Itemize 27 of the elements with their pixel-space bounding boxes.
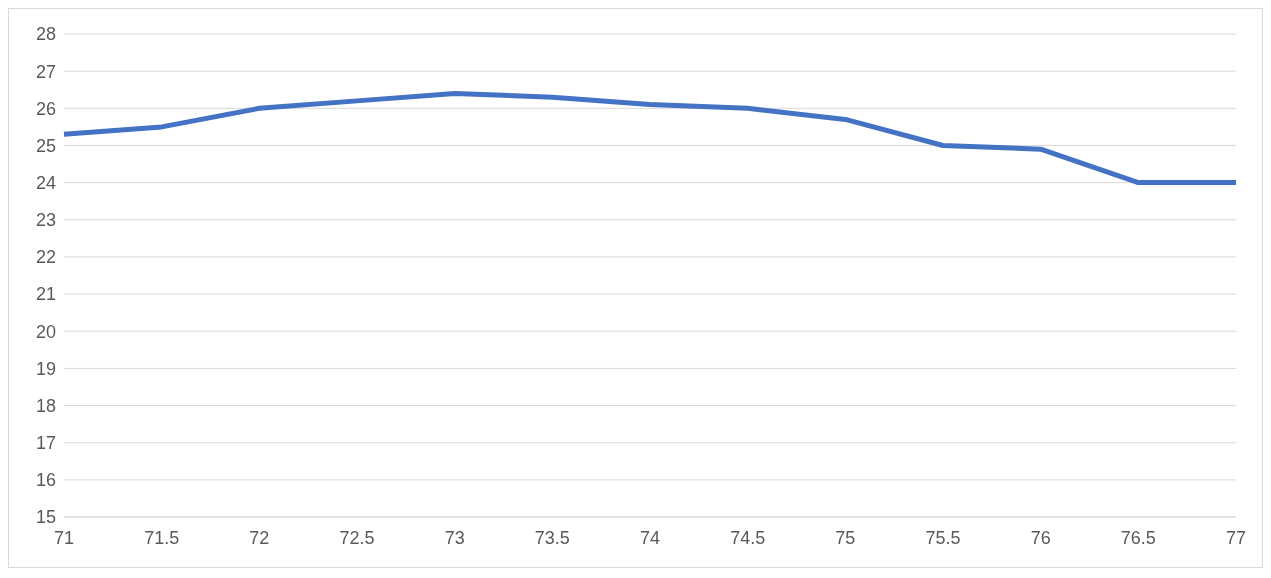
x-tick-label: 76 <box>1030 527 1051 548</box>
y-tick-label: 18 <box>35 395 56 416</box>
y-tick-label: 21 <box>35 284 56 305</box>
x-tick-label: 76.5 <box>1120 527 1156 548</box>
y-tick-label: 19 <box>35 358 56 379</box>
y-tick-label: 25 <box>35 135 56 156</box>
y-tick-label: 16 <box>35 470 56 491</box>
y-tick-label: 15 <box>35 507 56 528</box>
y-tick-label: 23 <box>35 210 56 231</box>
x-tick-label: 71 <box>53 527 75 548</box>
x-tick-label: 75 <box>835 527 856 548</box>
y-tick-label: 17 <box>35 433 56 454</box>
x-tick-label: 77 <box>1225 527 1247 548</box>
y-tick-label: 24 <box>35 173 56 194</box>
y-tick-label: 20 <box>35 321 56 342</box>
x-tick-label: 73 <box>444 527 465 548</box>
y-tick-label: 26 <box>35 98 56 119</box>
x-tick-label: 75.5 <box>925 527 961 548</box>
y-tick-label: 27 <box>35 61 56 82</box>
x-tick-label: 72.5 <box>339 527 375 548</box>
x-tick-label: 74 <box>639 527 661 548</box>
x-tick-label: 71.5 <box>144 527 180 548</box>
y-tick-label: 28 <box>35 24 56 45</box>
y-tick-label: 22 <box>35 247 56 268</box>
x-tick-label: 73.5 <box>534 527 570 548</box>
x-tick-label: 74.5 <box>730 527 766 548</box>
x-tick-label: 72 <box>249 527 270 548</box>
